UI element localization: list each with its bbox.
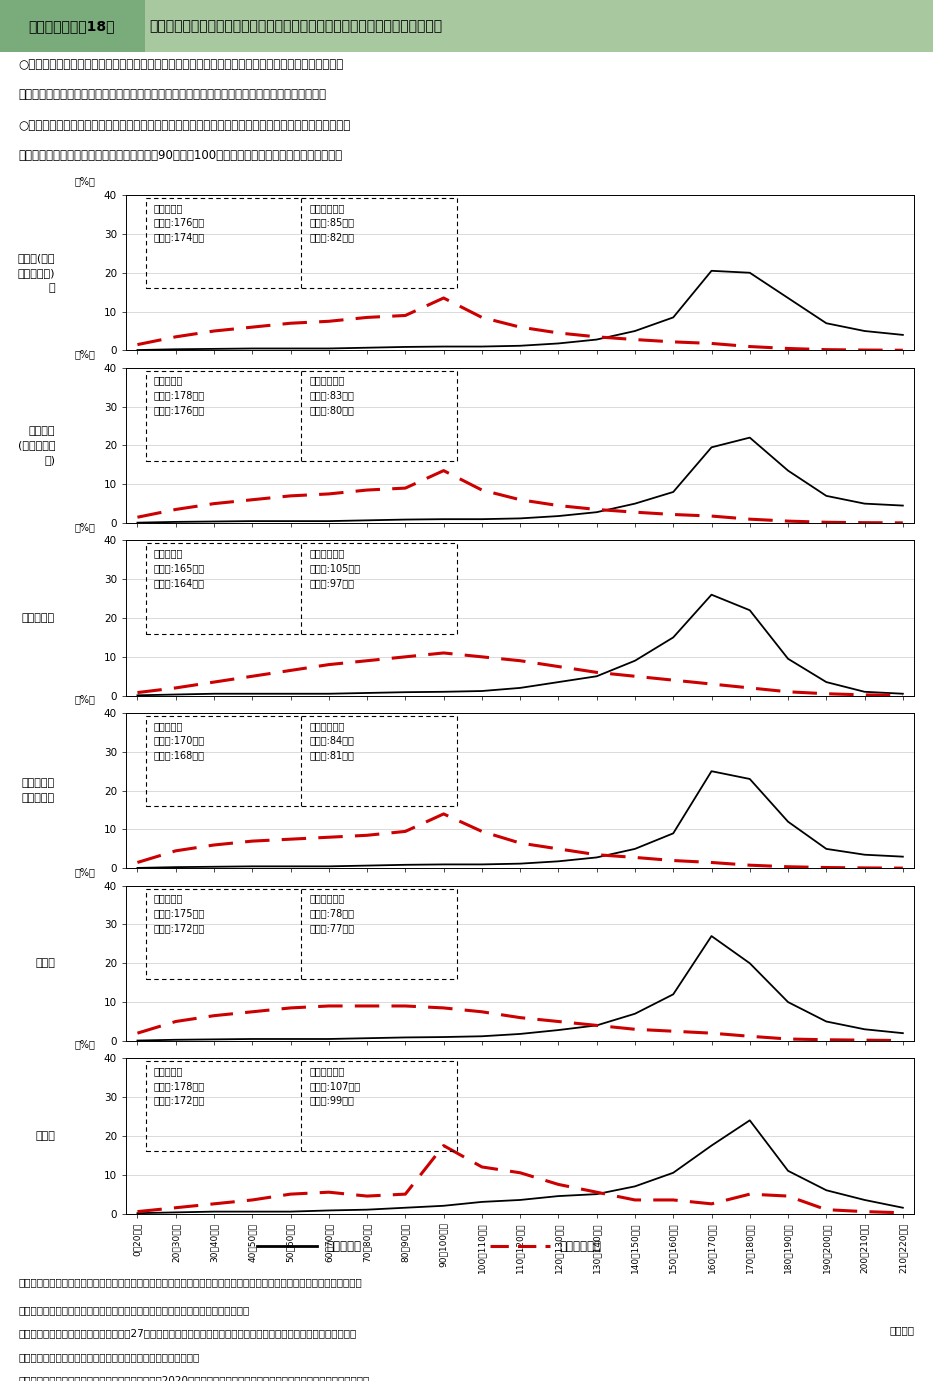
Text: ３）「賃金構造基本統計調査」は令和２（2020）年調査から一部の調査事項や推計方法などが変更されている。: ３）「賃金構造基本統計調査」は令和２（2020）年調査から一部の調査事項や推計方…: [19, 1375, 369, 1381]
Text: （%）: （%）: [75, 867, 95, 877]
Y-axis label: スーパー店
チェッカー: スーパー店 チェッカー: [21, 779, 55, 802]
Text: （%）: （%）: [75, 522, 95, 532]
Text: 一般労働者では、小売業（生活必需物資等）計と比較して「百貨店店員」で平均値がやや短い。: 一般労働者では、小売業（生活必需物資等）計と比較して「百貨店店員」で平均値がやや…: [19, 88, 327, 101]
FancyBboxPatch shape: [0, 0, 145, 52]
Text: （注）　１）集計対象は、５人以上の常用労働者を雇用する民公営事業所である。: （注） １）集計対象は、５人以上の常用労働者を雇用する民公営事業所である。: [19, 1305, 250, 1315]
Y-axis label: 調理師: 調理師: [35, 1131, 55, 1141]
Text: ○　「小売業（生活必需物資等）」について職種別・就業形態別に月間総実労働時間の状況をみると、: ○ 「小売業（生活必需物資等）」について職種別・就業形態別に月間総実労働時間の状…: [19, 58, 344, 70]
Text: 資料出所　厚生労働省「令和元年賃金構造基本統計調査」の個票をもとに厚生労働省政策統括官付政策統括室にて独自集計: 資料出所 厚生労働省「令和元年賃金構造基本統計調査」の個票をもとに厚生労働省政策…: [19, 1277, 362, 1287]
Text: ２）職種は総務省統計局「平成27年国勢調査」に基づき労働者数の多い上位５職種（小分類）について、「賃: ２）職種は総務省統計局「平成27年国勢調査」に基づき労働者数の多い上位５職種（小…: [19, 1329, 357, 1338]
Text: ○　短時間労働者では、「百貨店店員」「調理師」で平均値が小売業（生活必需物資等）計よりもやや長: ○ 短時間労働者では、「百貨店店員」「調理師」で平均値が小売業（生活必需物資等）…: [19, 119, 351, 131]
Text: 金構造基本統計調査」の職種で該当するものを選定。: 金構造基本統計調査」の職種で該当するものを選定。: [19, 1352, 200, 1362]
Y-axis label: 販売店員
(百貨店を除
く): 販売店員 (百貨店を除 く): [18, 425, 55, 465]
Text: 「小売業（生活必需物資等）」における労働時間（月間総実労働時間）の状況: 「小売業（生活必需物資等）」における労働時間（月間総実労働時間）の状況: [149, 19, 442, 33]
Text: （%）: （%）: [75, 349, 95, 359]
Text: 一般労働者
平均値:175時間
中央値:172時間: 一般労働者 平均値:175時間 中央値:172時間: [154, 894, 205, 934]
FancyBboxPatch shape: [145, 0, 933, 52]
Text: 短時間労働者
平均値:85時間
中央値:82時間: 短時間労働者 平均値:85時間 中央値:82時間: [309, 203, 355, 243]
Y-axis label: 薬剤師: 薬剤師: [35, 958, 55, 968]
Text: （%）: （%）: [75, 1040, 95, 1050]
Text: いほか、「調理師」で月間総実労働時間が90時間～100時間未満の労働者の割合が比較的高い。: いほか、「調理師」で月間総実労働時間が90時間～100時間未満の労働者の割合が比…: [19, 149, 342, 162]
Text: （%）: （%）: [75, 177, 95, 186]
Text: 短時間労働者: 短時間労働者: [560, 1240, 602, 1253]
Y-axis label: 百貨店店員: 百貨店店員: [21, 613, 55, 623]
Text: 短時間労働者
平均値:78時間
中央値:77時間: 短時間労働者 平均値:78時間 中央値:77時間: [309, 894, 355, 934]
Text: 短時間労働者
平均値:84時間
中央値:81時間: 短時間労働者 平均値:84時間 中央値:81時間: [309, 721, 355, 761]
Text: 短時間労働者
平均値:83時間
中央値:80時間: 短時間労働者 平均値:83時間 中央値:80時間: [309, 376, 355, 416]
Text: 第２－（１）－18図: 第２－（１）－18図: [29, 19, 115, 33]
Text: 短時間労働者
平均値:107時間
中央値:99時間: 短時間労働者 平均値:107時間 中央値:99時間: [309, 1066, 360, 1106]
Text: （%）: （%）: [75, 695, 95, 704]
Text: 一般労働者
平均値:178時間
中央値:172時間: 一般労働者 平均値:178時間 中央値:172時間: [154, 1066, 205, 1106]
Text: （時間）: （時間）: [889, 1326, 914, 1335]
Text: 一般労働者: 一般労働者: [327, 1240, 362, 1253]
Text: 短時間労働者
平均値:105時間
中央値:97時間: 短時間労働者 平均値:105時間 中央値:97時間: [309, 548, 360, 588]
Text: 一般労働者
平均値:178時間
中央値:176時間: 一般労働者 平均値:178時間 中央値:176時間: [154, 376, 204, 416]
Y-axis label: 小売業(生活
必需物資等)
計: 小売業(生活 必需物資等) 計: [18, 253, 55, 293]
Text: 一般労働者
平均値:176時間
中央値:174時間: 一般労働者 平均値:176時間 中央値:174時間: [154, 203, 204, 243]
Text: 一般労働者
平均値:165時間
中央値:164時間: 一般労働者 平均値:165時間 中央値:164時間: [154, 548, 204, 588]
Text: 一般労働者
平均値:170時間
中央値:168時間: 一般労働者 平均値:170時間 中央値:168時間: [154, 721, 204, 761]
